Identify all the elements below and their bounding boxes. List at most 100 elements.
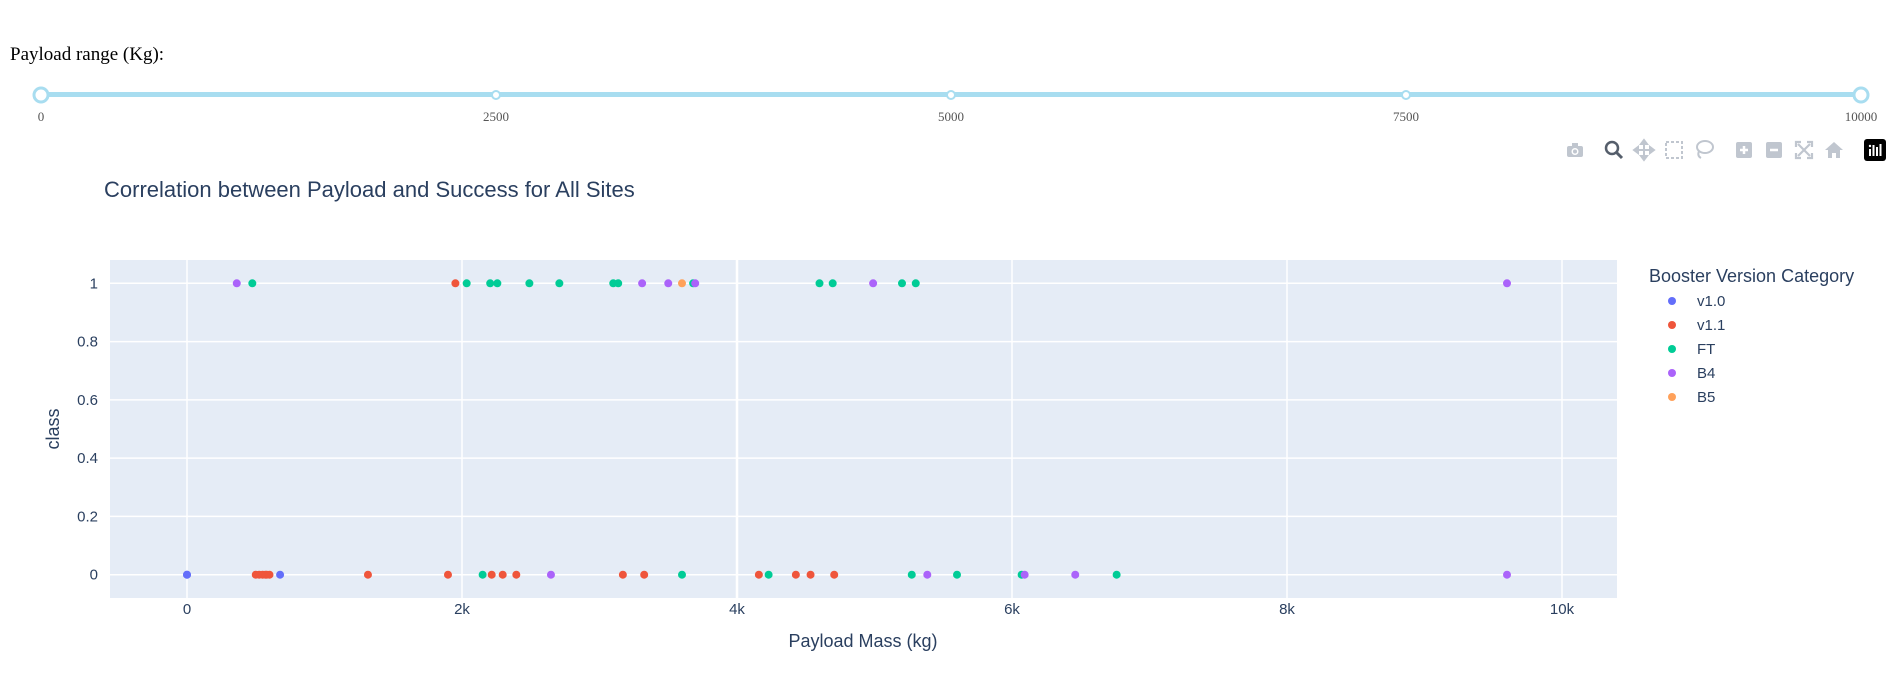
data-point[interactable] [678, 279, 686, 288]
y-tick-label: 0 [90, 567, 98, 584]
x-tick-label: 0 [183, 601, 191, 618]
legend-marker [1668, 321, 1676, 329]
data-point[interactable] [911, 279, 920, 288]
data-point[interactable] [638, 279, 647, 288]
data-point[interactable] [493, 279, 502, 288]
slider-mark-dot[interactable] [1401, 90, 1411, 100]
pan-icon[interactable] [1632, 138, 1656, 162]
plotly-logo-icon[interactable] [1863, 138, 1887, 162]
y-tick-label: 0.6 [77, 392, 98, 409]
data-point[interactable] [691, 279, 700, 288]
x-tick-label: 4k [729, 601, 745, 618]
legend-marker [1668, 393, 1676, 401]
scatter-chart: Correlation between Payload and Success … [43, 177, 1854, 651]
legend-marker [1668, 297, 1676, 305]
data-point[interactable] [525, 279, 534, 288]
data-point[interactable] [498, 570, 507, 579]
data-point[interactable] [555, 279, 564, 288]
legend-item[interactable]: FT [1668, 341, 1715, 358]
y-axis-label: class [43, 408, 63, 449]
data-point[interactable] [754, 570, 763, 579]
reset-axes-icon[interactable] [1822, 138, 1846, 162]
data-point[interactable] [363, 570, 372, 579]
data-point[interactable] [898, 279, 906, 288]
legend-item[interactable]: v1.0 [1668, 293, 1725, 310]
slider-mark-label: 10000 [1845, 109, 1878, 124]
y-tick-label: 0.2 [77, 508, 98, 525]
data-point[interactable] [664, 279, 673, 288]
data-point[interactable] [183, 570, 191, 579]
lasso-icon[interactable] [1692, 138, 1716, 162]
x-tick-label: 2k [454, 601, 470, 618]
data-point[interactable] [443, 570, 452, 579]
data-point[interactable] [248, 279, 257, 288]
data-point[interactable] [678, 570, 686, 579]
legend-label: B4 [1697, 365, 1715, 382]
data-point[interactable] [806, 570, 815, 579]
data-point[interactable] [478, 570, 487, 579]
data-point[interactable] [764, 570, 773, 579]
legend-item[interactable]: B4 [1668, 365, 1715, 382]
plot-area [110, 260, 1617, 598]
data-point[interactable] [1020, 570, 1029, 579]
data-point[interactable] [828, 279, 837, 288]
legend-label: B5 [1697, 389, 1715, 406]
slider-handle-max[interactable] [1852, 86, 1870, 104]
data-point[interactable] [640, 570, 649, 579]
y-tick-label: 1 [90, 275, 98, 292]
box-select-icon[interactable] [1662, 138, 1686, 162]
slider-handle-min[interactable] [32, 86, 50, 104]
legend-item[interactable]: v1.1 [1668, 317, 1725, 334]
data-point[interactable] [923, 570, 932, 579]
data-point[interactable] [815, 279, 824, 288]
series-B5 [678, 279, 686, 288]
x-tick-label: 8k [1279, 601, 1295, 618]
x-axis-label: Payload Mass (kg) [788, 631, 937, 651]
data-point[interactable] [462, 279, 471, 288]
data-point[interactable] [791, 570, 800, 579]
legend-marker [1668, 345, 1676, 353]
slider-mark-dot[interactable] [491, 90, 501, 100]
data-point[interactable] [546, 570, 555, 579]
legend-marker [1668, 369, 1676, 377]
series-v1.1 [251, 279, 839, 579]
data-point[interactable] [276, 570, 285, 579]
slider-label: Payload range (Kg): [10, 44, 165, 65]
legend-label: FT [1697, 341, 1715, 358]
data-point[interactable] [869, 279, 878, 288]
payload-range-slider[interactable]: 0 2500 5000 7500 10000 [0, 80, 1893, 130]
y-tick-label: 0.4 [77, 450, 98, 467]
zoom-icon[interactable] [1602, 138, 1626, 162]
data-point[interactable] [614, 279, 623, 288]
legend: Booster Version Category v1.0 v1.1 FT B4 B5 [1649, 266, 1854, 406]
data-point[interactable] [953, 570, 961, 579]
data-point[interactable] [907, 570, 916, 579]
slider-mark-label: 0 [38, 109, 45, 124]
data-point[interactable] [512, 570, 521, 579]
legend-title: Booster Version Category [1649, 266, 1854, 286]
data-point[interactable] [1503, 279, 1511, 288]
legend-item[interactable]: B5 [1668, 389, 1715, 406]
data-point[interactable] [618, 570, 627, 579]
legend-label: v1.1 [1697, 317, 1725, 334]
data-point[interactable] [1112, 570, 1121, 579]
autoscale-icon[interactable] [1792, 138, 1816, 162]
x-tick-label: 10k [1550, 601, 1575, 618]
legend-label: v1.0 [1697, 293, 1725, 310]
data-point[interactable] [1071, 570, 1080, 579]
data-point[interactable] [1503, 570, 1511, 579]
camera-icon[interactable] [1563, 138, 1587, 162]
data-point[interactable] [232, 279, 241, 288]
data-point[interactable] [830, 570, 839, 579]
data-point[interactable] [486, 279, 495, 288]
slider-mark-dot[interactable] [946, 90, 956, 100]
data-point[interactable] [451, 279, 460, 288]
x-tick-label: 6k [1004, 601, 1020, 618]
data-point[interactable] [265, 570, 274, 579]
data-point[interactable] [487, 570, 496, 579]
series-B4 [232, 279, 1511, 579]
chart-title: Correlation between Payload and Success … [104, 177, 635, 202]
y-tick-label: 0.8 [77, 334, 98, 351]
zoom-out-icon[interactable] [1762, 138, 1786, 162]
zoom-in-icon[interactable] [1732, 138, 1756, 162]
